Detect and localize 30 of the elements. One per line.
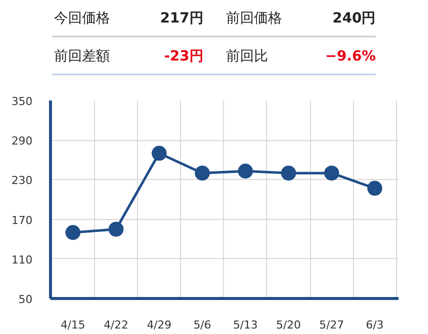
point	[367, 180, 382, 196]
text: −9.6%	[325, 48, 376, 64]
point	[108, 222, 124, 237]
x-tick-label: 5/6	[193, 318, 212, 332]
y-tick-label: 170	[12, 214, 33, 227]
text: 前回比	[226, 48, 268, 64]
point	[65, 225, 80, 240]
point	[238, 164, 253, 179]
y-tick-label: 290	[12, 134, 33, 148]
x-tick-label: 6/3	[366, 318, 384, 332]
y-tick-label: 350	[12, 95, 33, 108]
point	[281, 166, 296, 181]
point	[324, 166, 340, 181]
point	[152, 146, 167, 161]
x-tick-label: 5/20	[276, 318, 301, 332]
text: 217円	[160, 10, 204, 26]
x-tick-label: 4/15	[60, 318, 86, 332]
text: 今回価格	[54, 10, 110, 26]
text: 前回差額	[54, 48, 110, 64]
text: 前回価格	[226, 10, 282, 26]
y-tick-label: 230	[12, 174, 33, 188]
text: -23円	[164, 48, 204, 64]
y-tick-label: 50	[18, 293, 33, 306]
x-tick-label: 4/29	[146, 318, 172, 332]
x-tick-label: 5/13	[233, 318, 258, 332]
x-tick-label: 5/27	[319, 318, 344, 332]
x-tick-label: 4/22	[104, 318, 128, 332]
point	[194, 166, 210, 181]
text: 240円	[332, 10, 376, 26]
y-tick-label: 110	[12, 253, 33, 266]
